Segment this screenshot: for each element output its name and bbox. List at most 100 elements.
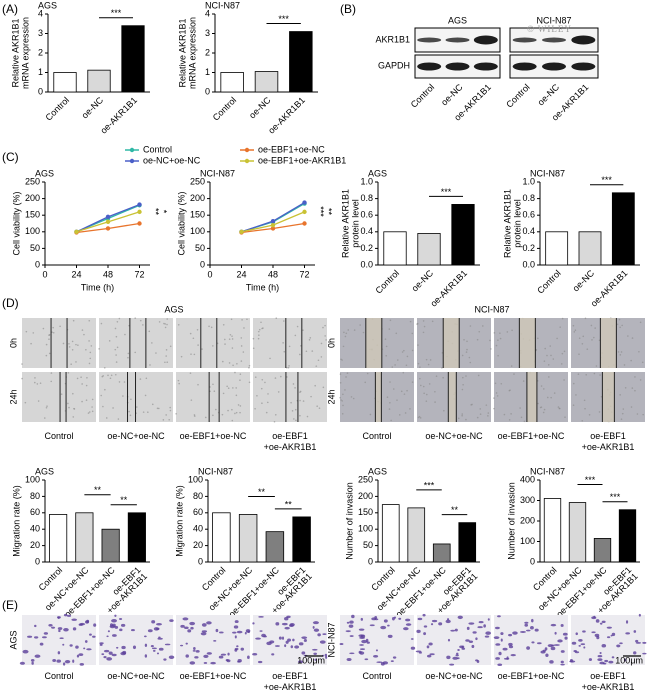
cell — [303, 639, 307, 642]
texture — [73, 407, 75, 410]
texture — [638, 350, 640, 353]
texture — [142, 324, 144, 326]
texture — [110, 374, 113, 377]
cell — [495, 657, 500, 660]
cell — [484, 635, 490, 638]
texture — [85, 399, 88, 401]
cell — [500, 632, 504, 635]
texture — [402, 371, 405, 374]
texture — [235, 394, 238, 397]
texture — [175, 412, 177, 415]
y-tick-label: 0.2 — [360, 243, 373, 253]
group-label: oe-NC+oe-NC — [425, 671, 483, 681]
cell — [289, 622, 295, 627]
texture — [616, 323, 619, 326]
texture — [258, 328, 261, 331]
cell — [232, 631, 237, 634]
texture — [291, 410, 294, 412]
cell — [118, 617, 123, 620]
cell — [392, 656, 397, 659]
texture — [419, 417, 422, 419]
significance-label: ** — [451, 505, 459, 515]
blot-protein-label: GAPDH — [378, 60, 410, 70]
texture — [572, 404, 575, 407]
texture — [422, 331, 425, 334]
blot-band — [512, 37, 537, 43]
group-label: oe-EBF1+oe-NC — [498, 431, 565, 441]
bar — [121, 25, 145, 93]
texture — [561, 317, 564, 320]
texture — [235, 387, 237, 389]
cell — [602, 662, 607, 665]
texture — [462, 376, 464, 379]
significance-label: ** — [94, 485, 102, 495]
cell — [537, 642, 542, 645]
cell — [258, 616, 264, 618]
texture — [411, 332, 414, 335]
bar — [49, 514, 68, 563]
texture — [115, 354, 117, 356]
cell — [446, 655, 451, 660]
texture — [485, 404, 488, 406]
texture — [593, 372, 596, 375]
cell — [281, 636, 285, 640]
cell — [487, 618, 490, 621]
wound-cell-line: AGS — [164, 304, 183, 314]
texture — [411, 381, 414, 383]
texture — [462, 383, 464, 386]
texture — [294, 387, 296, 389]
cell — [553, 644, 560, 646]
blot-cell-line: AGS — [448, 15, 467, 25]
texture — [293, 418, 295, 420]
texture — [339, 396, 341, 399]
texture — [593, 336, 595, 339]
cell — [132, 645, 137, 650]
texture — [231, 335, 233, 337]
series-point — [105, 214, 111, 220]
y-tick-label: 200 — [358, 491, 373, 501]
texture — [631, 337, 634, 339]
texture — [88, 340, 90, 342]
texture — [493, 397, 495, 399]
bar — [265, 531, 285, 563]
texture — [561, 352, 564, 355]
y-tick-label: 2 — [38, 47, 43, 57]
texture — [192, 337, 195, 340]
texture — [631, 387, 634, 389]
scale-bar-label: 100μm — [615, 655, 643, 665]
cell — [189, 621, 196, 626]
texture — [583, 399, 586, 402]
cell — [475, 659, 479, 662]
texture — [482, 325, 484, 327]
cell — [545, 653, 549, 658]
x-tick-label: oe-AKR1B1 — [428, 268, 469, 309]
cell — [349, 652, 355, 655]
texture — [417, 362, 420, 365]
cell — [322, 633, 327, 636]
x-tick-label: 0 — [207, 269, 212, 279]
texture — [461, 388, 464, 391]
cell — [502, 647, 508, 651]
cell — [69, 644, 73, 647]
texture — [552, 358, 555, 360]
blot-lane-label: Control — [409, 82, 437, 110]
texture — [21, 377, 23, 380]
cell — [569, 660, 576, 663]
cell — [560, 624, 564, 627]
scratch — [602, 372, 615, 422]
cell — [475, 637, 478, 641]
texture — [83, 333, 85, 336]
legend-label: Control — [143, 144, 172, 154]
cell — [410, 646, 416, 650]
texture — [535, 348, 538, 351]
cell — [158, 647, 164, 651]
texture — [619, 394, 621, 396]
texture — [294, 334, 297, 337]
texture — [324, 335, 326, 337]
texture — [39, 382, 42, 384]
blot-cell-line: NCI-N87 — [536, 15, 571, 25]
cell — [483, 624, 486, 628]
texture — [169, 409, 172, 412]
cell — [633, 630, 637, 633]
texture — [252, 337, 255, 340]
